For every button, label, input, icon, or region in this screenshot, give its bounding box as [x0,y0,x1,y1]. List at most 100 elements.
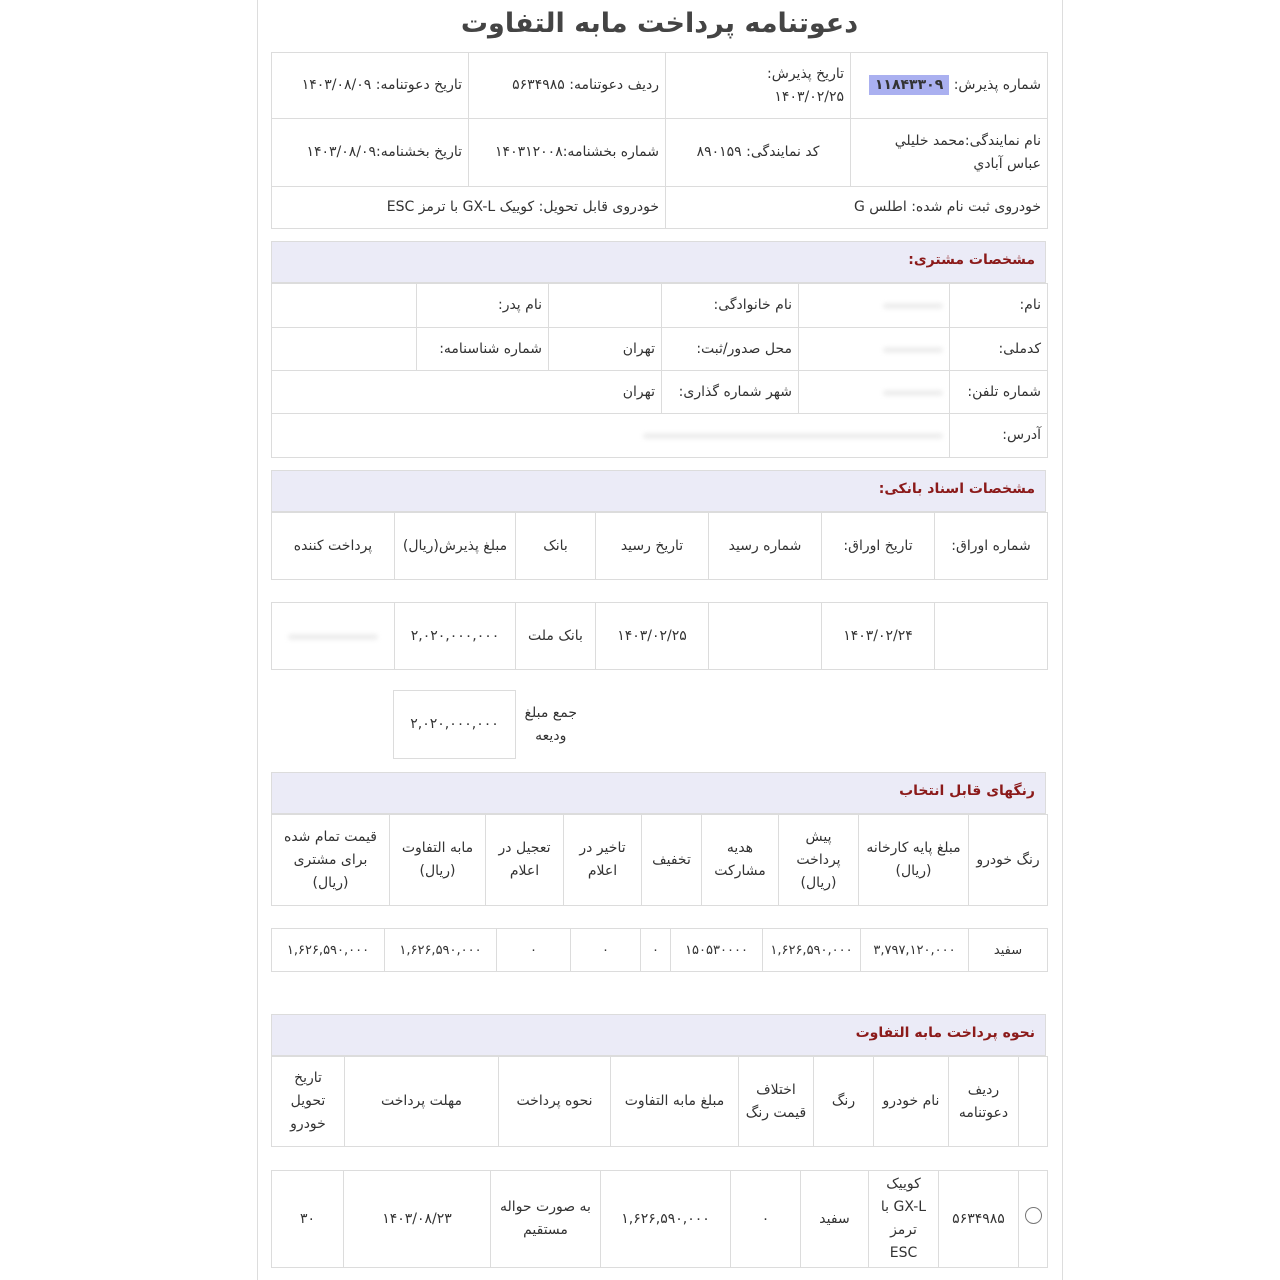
col-doc-number: شماره اوراق: [934,512,1048,580]
select-radio[interactable] [1018,1170,1048,1268]
col-select [1018,1056,1048,1147]
phone-city-label: شهر شماره گذاری: [661,370,799,414]
phone-label: شماره تلفن: [949,370,1048,414]
acceptance-date: تاریخ پذیرش: ۱۴۰۳/۰۲/۲۵ [665,52,851,119]
col-amount: مبلغ پذیرش(ریال) [394,512,516,580]
issue-place-label: محل صدور/ثبت: [661,327,799,371]
discount: ۰ [640,928,671,972]
deposit-total-value: ۲,۰۲۰,۰۰۰,۰۰۰ [393,690,516,759]
customer-heading: مشخصات مشتری: [908,252,1035,268]
address-value [271,413,950,458]
radio-icon[interactable] [1024,1206,1042,1224]
circular-number: شماره بخشنامه:۱۴۰۳۱۲۰۰۸ [468,118,666,187]
customer-table: نام: نام خانوادگی: نام پدر: کدملی: محل ص… [271,283,1048,458]
acceptance-date-value: ۱۴۰۳/۰۲/۲۵ [774,88,844,105]
col-car-color: رنگ خودرو [968,814,1048,906]
id-number-label: شماره شناسنامه: [416,327,549,371]
col-invite-row: ردیف دعوتنامه [948,1056,1019,1147]
colors-data-table: سفید ۳,۷۹۷,۱۲۰,۰۰۰ ۱,۶۲۶,۵۹۰,۰۰۰ ۱۵۰۵۳۰۰… [271,928,1048,972]
col-prepayment: پیش پرداخت (ریال) [778,814,859,906]
page-border-left [257,0,258,1280]
col-difference: مابه التفاوت (ریال) [389,814,486,906]
colors-section-header: رنگهای قابل انتخاب [271,772,1046,814]
acceptance-date-label: تاریخ پذیرش: [767,65,844,82]
col-partnership-gift: هدیه مشارکت [701,814,779,906]
agency-name: نام نمایندگی:محمد خلیلي عباس آبادي [850,118,1048,187]
col-early: تعجیل در اعلام [485,814,564,906]
phone-value [798,370,950,414]
doc-number [934,602,1048,670]
father-value [271,283,417,328]
receipt-number [708,602,822,670]
col-difference-amount: مبلغ مابه التفاوت [610,1056,739,1147]
bank-heading: مشخصات اسناد بانکی: [878,481,1035,497]
col-doc-date: تاریخ اوراق: [821,512,935,580]
acceptance-number: شماره پذیرش: ۱۱۸۴۳۳۰۹ [850,52,1048,119]
col-payer: پرداخت کننده [271,512,395,580]
invite-row: ردیف دعوتنامه: ۵۶۳۴۹۸۵ [468,52,666,119]
payment-method: به صورت حواله مستقیم [490,1170,601,1268]
col-delay: تاخیر در اعلام [563,814,642,906]
phone-city-value: تهران [271,370,662,414]
deposit-total-label: جمع مبلغ ودیعه [524,704,577,744]
invitation-info-table: شماره پذیرش: ۱۱۸۴۳۳۰۹ تاریخ پذیرش: ۱۴۰۳/۰… [271,52,1048,229]
car-name: کوییک GX-L با ترمز ESC [868,1170,939,1268]
payer [271,602,395,670]
amount: ۲,۰۲۰,۰۰۰,۰۰۰ [394,602,516,670]
id-number-value [271,327,417,371]
issue-place-value: تهران [548,327,662,371]
circular-date: تاریخ بخشنامه:۱۴۰۳/۰۸/۰۹ [271,118,469,187]
payment-deadline: ۱۴۰۳/۰۸/۲۳ [343,1170,491,1268]
delivery-date: ۳۰ [271,1170,344,1268]
national-id-value [798,327,950,371]
col-car-name: نام خودرو [873,1056,949,1147]
invite-date: تاریخ دعوتنامه: ۱۴۰۳/۰۸/۰۹ [271,52,469,119]
table-row: ۱۴۰۳/۰۲/۲۴ ۱۴۰۳/۰۲/۲۵ بانک ملت ۲,۰۲۰,۰۰۰… [271,602,1048,670]
col-color-price-diff: اختلاف قیمت رنگ [738,1056,814,1147]
acceptance-number-value: ۱۱۸۴۳۳۰۹ [868,75,950,95]
payment-heading: نحوه پرداخت مابه التفاوت [855,1025,1035,1041]
difference: ۱,۶۲۶,۵۹۰,۰۰۰ [384,928,497,972]
deliverable-car: خودروی قابل تحویل: کوییک GX-L با ترمز ES… [271,186,666,229]
partnership-gift: ۱۵۰۵۳۰۰۰۰ [670,928,763,972]
national-id-label: کدملی: [949,327,1048,371]
agency-code: کد نمایندگی: ۸۹۰۱۵۹ [665,118,851,187]
final-price: ۱,۶۲۶,۵۹۰,۰۰۰ [271,928,385,972]
page-title: دعوتنامه پرداخت مابه التفاوت [460,8,859,39]
colors-heading: رنگهای قابل انتخاب [899,783,1035,799]
col-delivery-date: تاریخ تحویل خودرو [271,1056,345,1147]
delay: ۰ [570,928,641,972]
family-value [548,283,662,328]
table-row: ۵۶۳۴۹۸۵ کوییک GX-L با ترمز ESC سفید ۰ ۱,… [271,1170,1048,1268]
difference-amount: ۱,۶۲۶,۵۹۰,۰۰۰ [600,1170,731,1268]
color: سفید [800,1170,869,1268]
colors-header-table: رنگ خودرو مبلغ پایه کارخانه (ریال) پیش پ… [271,814,1048,906]
col-color: رنگ [813,1056,874,1147]
bank-header-table: شماره اوراق: تاریخ اوراق: شماره رسید تار… [271,512,1048,580]
bank-name: بانک ملت [515,602,596,670]
col-payment-deadline: مهلت پرداخت [344,1056,499,1147]
col-receipt-date: تاریخ رسید [595,512,709,580]
car-color: سفید [968,928,1048,972]
family-label: نام خانوادگی: [661,283,799,328]
col-payment-method: نحوه پرداخت [498,1056,611,1147]
payment-section-header: نحوه پرداخت مابه التفاوت [271,1014,1046,1056]
col-discount: تخفیف [641,814,702,906]
table-row: سفید ۳,۷۹۷,۱۲۰,۰۰۰ ۱,۶۲۶,۵۹۰,۰۰۰ ۱۵۰۵۳۰۰… [271,928,1048,972]
page-border-right [1062,0,1063,1280]
deposit-total-table: جمع مبلغ ودیعه ۲,۰۲۰,۰۰۰,۰۰۰ [393,690,586,759]
early: ۰ [496,928,571,972]
bank-data-table: ۱۴۰۳/۰۲/۲۴ ۱۴۰۳/۰۲/۲۵ بانک ملت ۲,۰۲۰,۰۰۰… [271,602,1048,670]
doc-date: ۱۴۰۳/۰۲/۲۴ [821,602,935,670]
receipt-date: ۱۴۰۳/۰۲/۲۵ [595,602,709,670]
father-label: نام پدر: [416,283,549,328]
address-label: آدرس: [949,413,1048,458]
col-receipt-number: شماره رسید [708,512,822,580]
name-value [798,283,950,328]
col-bank: بانک [515,512,596,580]
base-price: ۳,۷۹۷,۱۲۰,۰۰۰ [860,928,969,972]
registered-car: خودروی ثبت نام شده: اطلس G [665,186,1048,229]
customer-section-header: مشخصات مشتری: [271,241,1046,283]
col-base-price: مبلغ پایه کارخانه (ریال) [858,814,969,906]
payment-data-table: ۵۶۳۴۹۸۵ کوییک GX-L با ترمز ESC سفید ۰ ۱,… [271,1170,1048,1268]
